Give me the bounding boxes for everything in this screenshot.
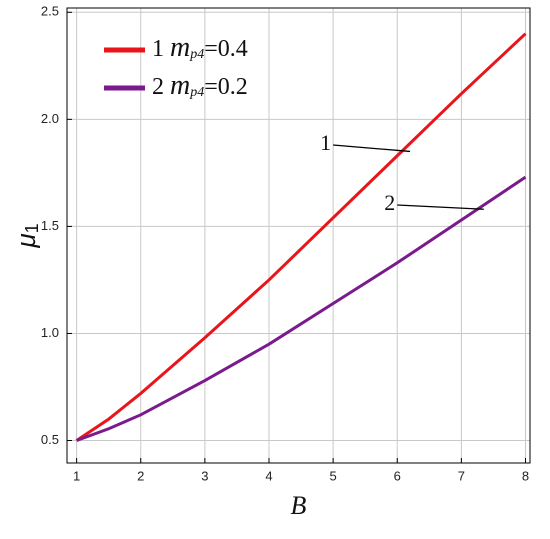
x-tick-label: 4 bbox=[265, 468, 272, 483]
annotation: 2 bbox=[384, 190, 395, 215]
legend-label: 1 mp4=0.4 bbox=[152, 32, 248, 63]
y-tick-label: 1.5 bbox=[41, 218, 59, 233]
plot-frame bbox=[66, 7, 531, 464]
y-tick-label: 0.5 bbox=[41, 432, 59, 447]
y-tick-label: 1.0 bbox=[41, 325, 59, 340]
x-tick-label: 1 bbox=[73, 468, 80, 483]
x-tick-label: 8 bbox=[522, 468, 529, 483]
annotation: 1 bbox=[320, 130, 331, 155]
x-tick-label: 6 bbox=[394, 468, 401, 483]
annotation-leader bbox=[333, 144, 411, 153]
x-tick-label: 2 bbox=[137, 468, 144, 483]
x-tick-label: 7 bbox=[458, 468, 465, 483]
line-series bbox=[75, 32, 527, 442]
x-tick-label: 5 bbox=[330, 468, 337, 483]
y-tick-label: 2.0 bbox=[41, 111, 59, 126]
y-axis-label: μ1 bbox=[11, 223, 42, 248]
x-axis-label: B bbox=[291, 491, 307, 520]
line-series bbox=[76, 175, 527, 442]
y-tick-label: 2.5 bbox=[41, 4, 59, 19]
x-tick-label: 3 bbox=[201, 468, 208, 483]
annotation-leader bbox=[397, 204, 484, 210]
legend-label: 2 mp4=0.2 bbox=[152, 70, 248, 101]
